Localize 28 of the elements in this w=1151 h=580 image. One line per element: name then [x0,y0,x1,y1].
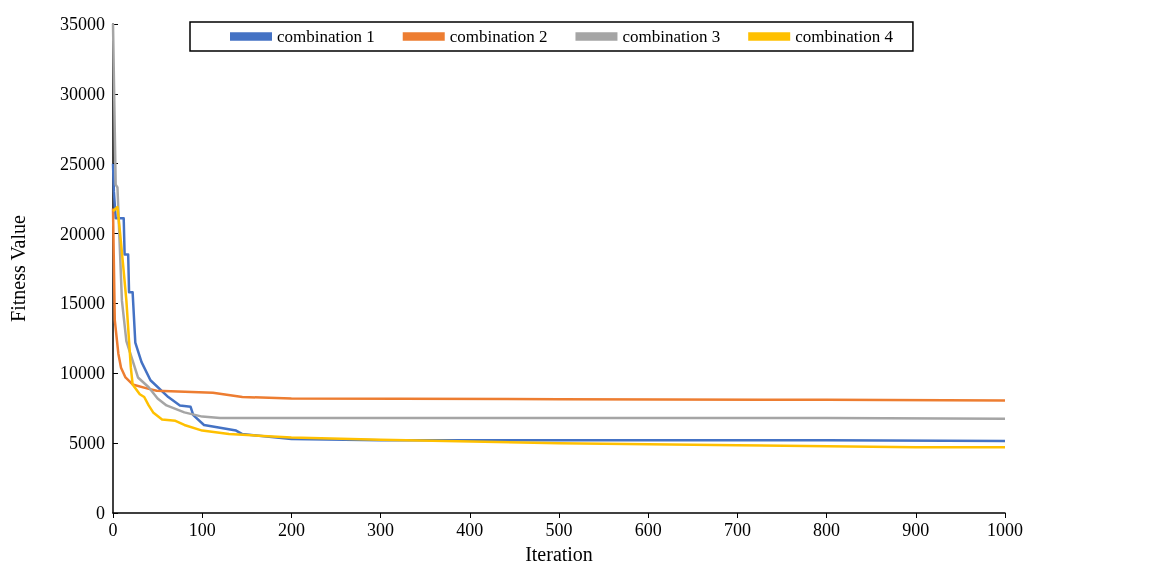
x-tick-label: 900 [902,520,930,540]
y-tick-label: 20000 [60,223,105,244]
y-tick-label: 5000 [69,433,105,454]
x-tick-label: 600 [634,520,662,540]
legend-label: combination 2 [449,27,548,46]
y-tick-label: 15000 [60,293,105,314]
x-tick-label: 700 [723,520,751,540]
x-tick-label: 800 [813,520,841,540]
x-tick-label: 200 [277,520,305,540]
x-axis-title: Iteration [525,542,593,565]
y-tick-label: 30000 [60,83,105,104]
line-series [111,205,1007,449]
y-tick-label: 0 [96,503,105,523]
y-tick-label: 10000 [60,363,105,384]
x-tick-label: 0 [108,520,118,540]
x-tick-label: 300 [367,520,395,540]
x-tick-label: 500 [545,520,573,540]
x-tick-label: 100 [188,520,216,540]
x-tick-label: 400 [456,520,484,540]
x-tick-label: 1000 [987,520,1023,540]
y-axis-title: Fitness Value [7,214,29,322]
y-tick-label: 25000 [60,153,105,174]
legend-label: combination 4 [795,27,894,46]
y-tick-label: 35000 [60,14,105,34]
line-series [111,207,1007,402]
line-series [111,22,1007,420]
legend-label: combination 1 [277,27,375,46]
legend-label: combination 3 [622,27,721,46]
